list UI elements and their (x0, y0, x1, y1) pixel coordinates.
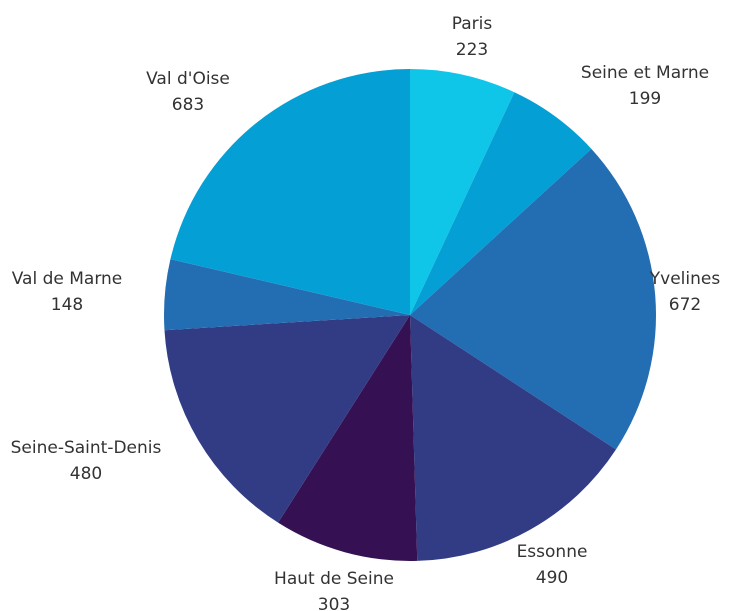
slice-value-seine-et-marne: 199 (629, 89, 661, 109)
pie-slices (164, 69, 657, 561)
slice-value-val-d-oise: 683 (172, 95, 204, 115)
slice-label-seine-saint-denis: Seine-Saint-Denis (11, 438, 162, 458)
slice-value-essonne: 490 (536, 568, 568, 588)
pie-slice-seine-et-marne (410, 92, 592, 316)
slice-label-val-de-marne: Val de Marne (12, 269, 123, 289)
pie-slice-val-d-oise (170, 69, 410, 315)
slice-label-haut-de-seine: Haut de Seine (274, 569, 394, 589)
pie-slice-yvelines (410, 148, 657, 450)
slice-label-essonne: Essonne (517, 542, 588, 562)
pie-slice-seine-saint-denis (164, 315, 410, 523)
slice-value-paris: 223 (456, 40, 488, 60)
slice-label-seine-et-marne: Seine et Marne (581, 63, 709, 83)
pie-slice-paris (410, 69, 515, 315)
slice-label-val-d-oise: Val d'Oise (146, 69, 230, 89)
slice-value-haut-de-seine: 303 (318, 595, 350, 611)
pie-slice-essonne (410, 315, 616, 561)
slice-label-yvelines: Yvelines (649, 269, 721, 289)
pie-slice-haut-de-seine (278, 315, 418, 561)
slice-label-paris: Paris (452, 14, 493, 34)
slice-labels: Paris 223 Seine et Marne 199 Yvelines 672 Esso… (11, 14, 721, 611)
slice-value-yvelines: 672 (669, 295, 701, 315)
slice-value-val-de-marne: 148 (51, 295, 83, 315)
pie-slice-val-de-marne (164, 259, 410, 331)
slice-value-seine-saint-denis: 480 (70, 464, 102, 484)
